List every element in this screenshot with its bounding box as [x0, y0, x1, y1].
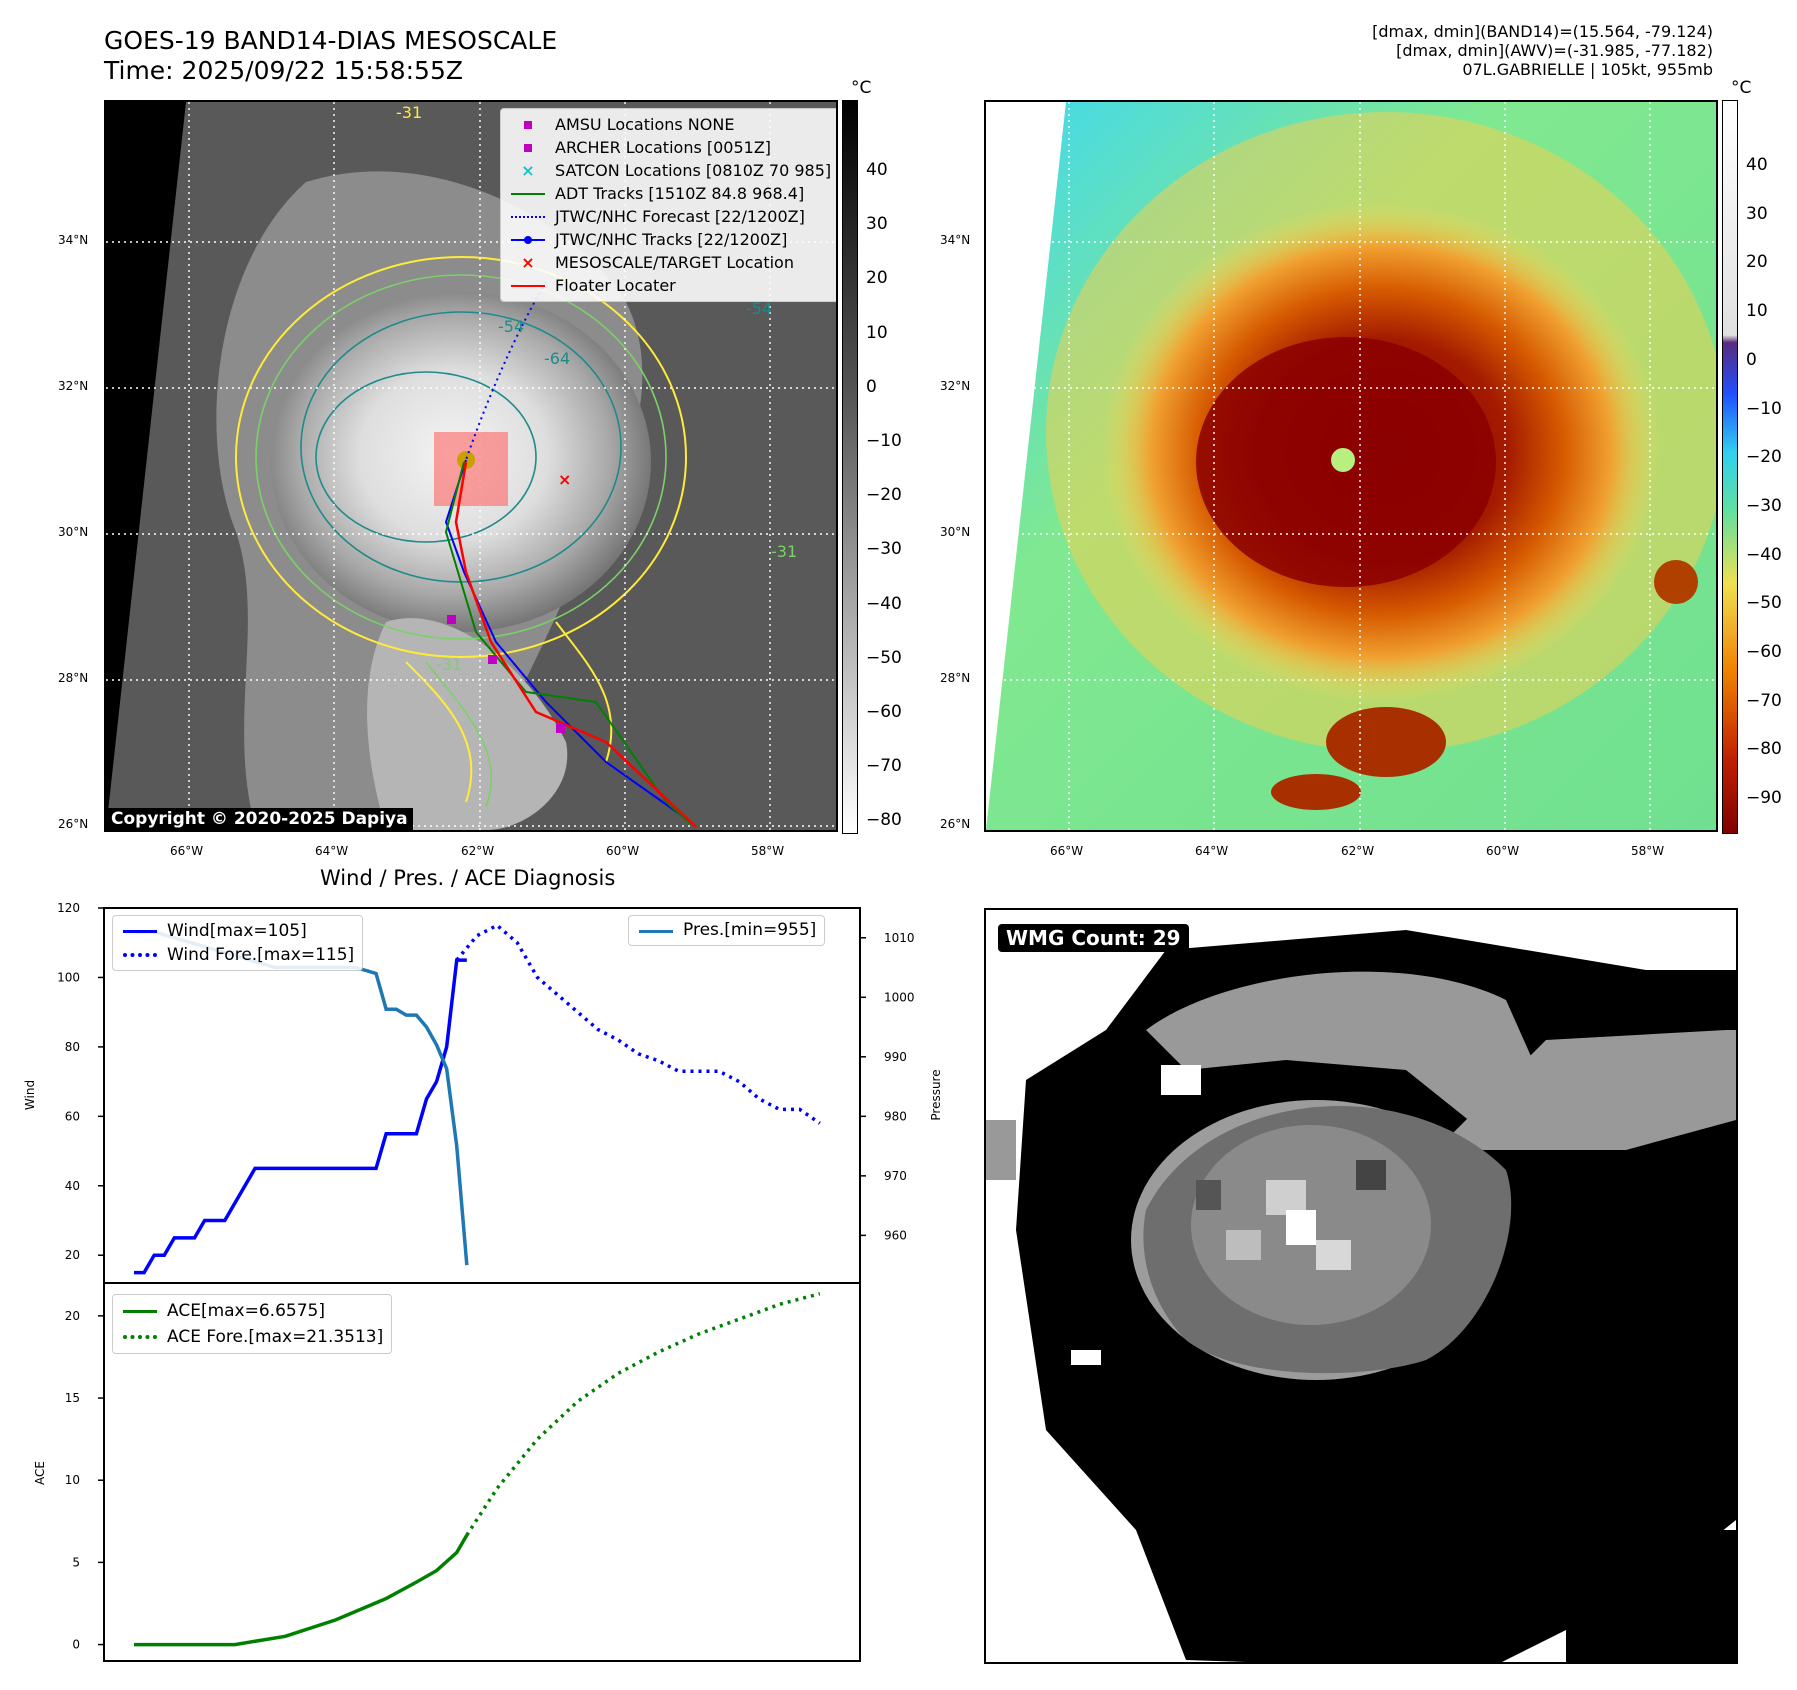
pressure-ytick-label: 1000 [884, 990, 915, 1004]
lat-label: 32°N [940, 379, 971, 393]
storm-info: [dmax, dmin](BAND14)=(15.564, -79.124) [… [1372, 22, 1713, 79]
legend-item-wind: Wind[max=105] [121, 919, 354, 943]
floater-box [434, 432, 508, 506]
wmg-count-badge: WMG Count: 29 [998, 924, 1189, 952]
info-line-1: [dmax, dmin](BAND14)=(15.564, -79.124) [1372, 22, 1713, 41]
contour-label: -64 [544, 349, 570, 368]
title-line-1: GOES-19 BAND14-DIAS MESOSCALE [104, 26, 558, 55]
pressure-axis-label: Pressure [929, 1069, 943, 1120]
wind-ytick-label: 40 [65, 1179, 80, 1193]
contour-label: -31 [396, 103, 422, 122]
ace-ytick-label: 15 [65, 1391, 80, 1405]
legend-item-ace: ACE[max=6.6575] [121, 1298, 383, 1324]
wind-series-line [134, 958, 467, 1275]
lon-label: 64°W [1195, 844, 1229, 858]
ace-ytick-label: 10 [65, 1473, 80, 1487]
pressure-ytick-label: 970 [884, 1169, 907, 1183]
ace-axis-label: ACE [33, 1461, 47, 1485]
wind-ytick-label: 20 [65, 1248, 80, 1262]
wmg-panel[interactable]: WMG Count: 29 [984, 908, 1738, 1664]
colorbar-unit: °C [851, 78, 872, 98]
pressure-ytick-label: 980 [884, 1109, 907, 1123]
pressure-legend: Pres.[min=955] [628, 915, 826, 946]
legend-item-adt: ADT Tracks [1510Z 84.8 968.4] [509, 182, 831, 205]
awv-map-panel[interactable] [984, 100, 1718, 832]
lat-label: 30°N [940, 525, 971, 539]
legend-item-wind-forecast: Wind Fore.[max=115] [121, 943, 354, 967]
lon-label: 66°W [170, 844, 204, 858]
contour-label: -31 [436, 655, 462, 674]
info-line-3: 07L.GABRIELLE | 105kt, 955mb [1462, 60, 1713, 79]
wind-legend: Wind[max=105] Wind Fore.[max=115] [112, 915, 364, 971]
map-legend: AMSU Locations NONE ARCHER Locations [00… [500, 108, 836, 302]
wind-ytick-label: 60 [65, 1109, 80, 1123]
lon-label: 64°W [315, 844, 349, 858]
awv-map-image [986, 102, 1716, 830]
wind-ytick-label: 80 [65, 1040, 80, 1054]
awv-colorbar-ticks: 40 30 20 10 0 −10 −20 −30 −40 −50 −60 −70 −80 −90 [1746, 155, 1782, 809]
wmg-image [986, 930, 1736, 1662]
floater-track [454, 461, 697, 828]
wind-forecast-series-line [455, 923, 821, 1125]
adt-track [444, 461, 692, 825]
contour-label: -54 [498, 317, 524, 336]
legend-item-floater: Floater Locater [509, 274, 831, 297]
legend-item-jtwc-tracks: JTWC/NHC Tracks [22/1200Z] [509, 228, 831, 251]
lat-label: 28°N [58, 671, 89, 685]
lat-label: 30°N [58, 525, 89, 539]
legend-item-pressure: Pres.[min=955] [637, 919, 816, 942]
lat-label: 32°N [58, 379, 89, 393]
ace-chart: 0 5 10 15 20 ACE [33, 1283, 861, 1662]
ace-legend: ACE[max=6.6575] ACE Fore.[max=21.3513] [112, 1294, 393, 1354]
figure-title: GOES-19 BAND14-DIAS MESOSCALE Time: 2025… [104, 26, 557, 86]
svg-text:×: × [558, 470, 571, 489]
jtwc-forecast-track [465, 281, 547, 461]
pressure-ytick-label: 1010 [884, 931, 915, 945]
title-line-2: Time: 2025/09/22 15:58:55Z [104, 56, 463, 85]
copyright-label: Copyright © 2020-2025 Dapiya [106, 808, 413, 830]
pressure-series-line [134, 930, 469, 1266]
wind-ytick-label: 100 [57, 970, 80, 984]
jtwc-track [444, 459, 692, 823]
legend-item-jtwc-forecast: JTWC/NHC Forecast [22/1200Z] [509, 205, 831, 228]
contour-labels-layer: -54 -64 -54 -31 -31 -31 [396, 103, 797, 674]
lon-label: 60°W [606, 844, 640, 858]
lon-label: 66°W [1050, 844, 1084, 858]
info-line-2: [dmax, dmin](AWV)=(-31.985, -77.182) [1396, 41, 1713, 60]
ace-series-line [134, 1534, 469, 1647]
lon-label: 62°W [1341, 844, 1375, 858]
lat-label: 34°N [58, 233, 89, 247]
contour-label: -54 [746, 299, 772, 318]
ace-ytick-label: 20 [65, 1309, 80, 1323]
pressure-ytick-label: 960 [884, 1228, 907, 1242]
lon-label: 58°W [1631, 844, 1665, 858]
legend-item-target: × MESOSCALE/TARGET Location [521, 252, 794, 272]
grayscale-colorbar [842, 100, 858, 834]
lon-label: 60°W [1486, 844, 1520, 858]
awv-colorbar [1722, 100, 1738, 834]
legend-item-archer: ARCHER Locations [0051Z] [509, 136, 831, 159]
lat-label: 34°N [940, 233, 971, 247]
pressure-ytick-label: 990 [884, 1050, 907, 1064]
legend-item-amsu: AMSU Locations NONE [509, 113, 831, 136]
legend-item-satcon: × SATCON Locations [0810Z 70 985] [521, 160, 832, 180]
grayscale-colorbar-ticks: 40 30 20 10 0 −10 −20 −30 −40 −50 −60 −70 −80 [866, 160, 902, 831]
diagnosis-title: Wind / Pres. / ACE Diagnosis [320, 866, 616, 890]
colorbar-unit: °C [1731, 78, 1752, 98]
band14-map-panel[interactable]: × -54 -64 -54 -31 -31 -31 AMSU Locations… [104, 100, 838, 832]
lon-label: 62°W [461, 844, 495, 858]
lat-label: 28°N [940, 671, 971, 685]
lon-label: 58°W [751, 844, 785, 858]
ace-ytick-label: 5 [72, 1555, 80, 1569]
ace-ytick-label: 0 [72, 1638, 80, 1652]
wind-axis-label: Wind [23, 1080, 37, 1110]
lat-label: 26°N [940, 817, 971, 831]
legend-item-ace-forecast: ACE Fore.[max=21.3513] [121, 1324, 383, 1350]
ace-forecast-series-line [465, 1291, 821, 1537]
wind-ytick-label: 120 [57, 901, 80, 915]
lat-label: 26°N [58, 817, 89, 831]
contour-label: -31 [771, 542, 797, 561]
